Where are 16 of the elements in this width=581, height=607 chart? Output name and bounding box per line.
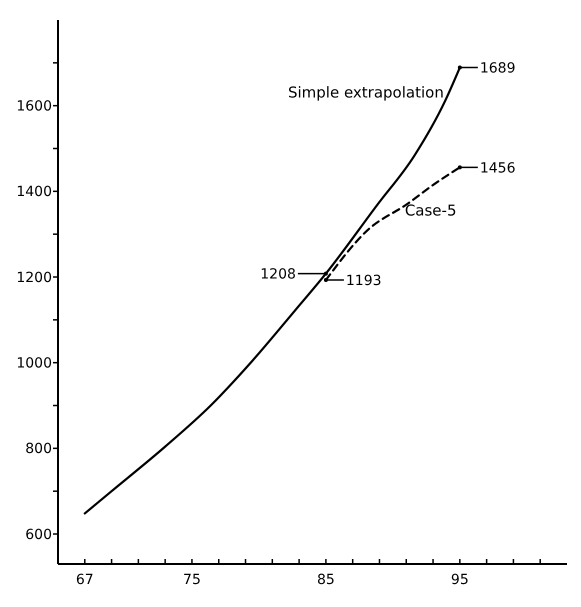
series-label: Case-5 — [404, 201, 457, 220]
y-tick-label: 1000 — [16, 356, 52, 372]
y-tick-label: 1200 — [16, 270, 52, 286]
x-tick-label: 67 — [76, 572, 94, 588]
series-label: Simple extrapolation — [288, 84, 444, 102]
data-label: 1208 — [260, 266, 296, 282]
y-tick-label: 1400 — [16, 184, 52, 200]
data-label: 1193 — [346, 272, 382, 289]
data-label: 1456 — [480, 160, 516, 176]
x-tick-label: 75 — [183, 572, 201, 588]
data-label: 1689 — [480, 60, 516, 76]
x-tick-label: 85 — [316, 572, 335, 588]
y-tick-label: 1600 — [16, 98, 52, 115]
y-tick-label: 800 — [25, 441, 52, 458]
y-tick-label: 600 — [25, 526, 52, 543]
x-tick-label: 95 — [450, 572, 469, 588]
